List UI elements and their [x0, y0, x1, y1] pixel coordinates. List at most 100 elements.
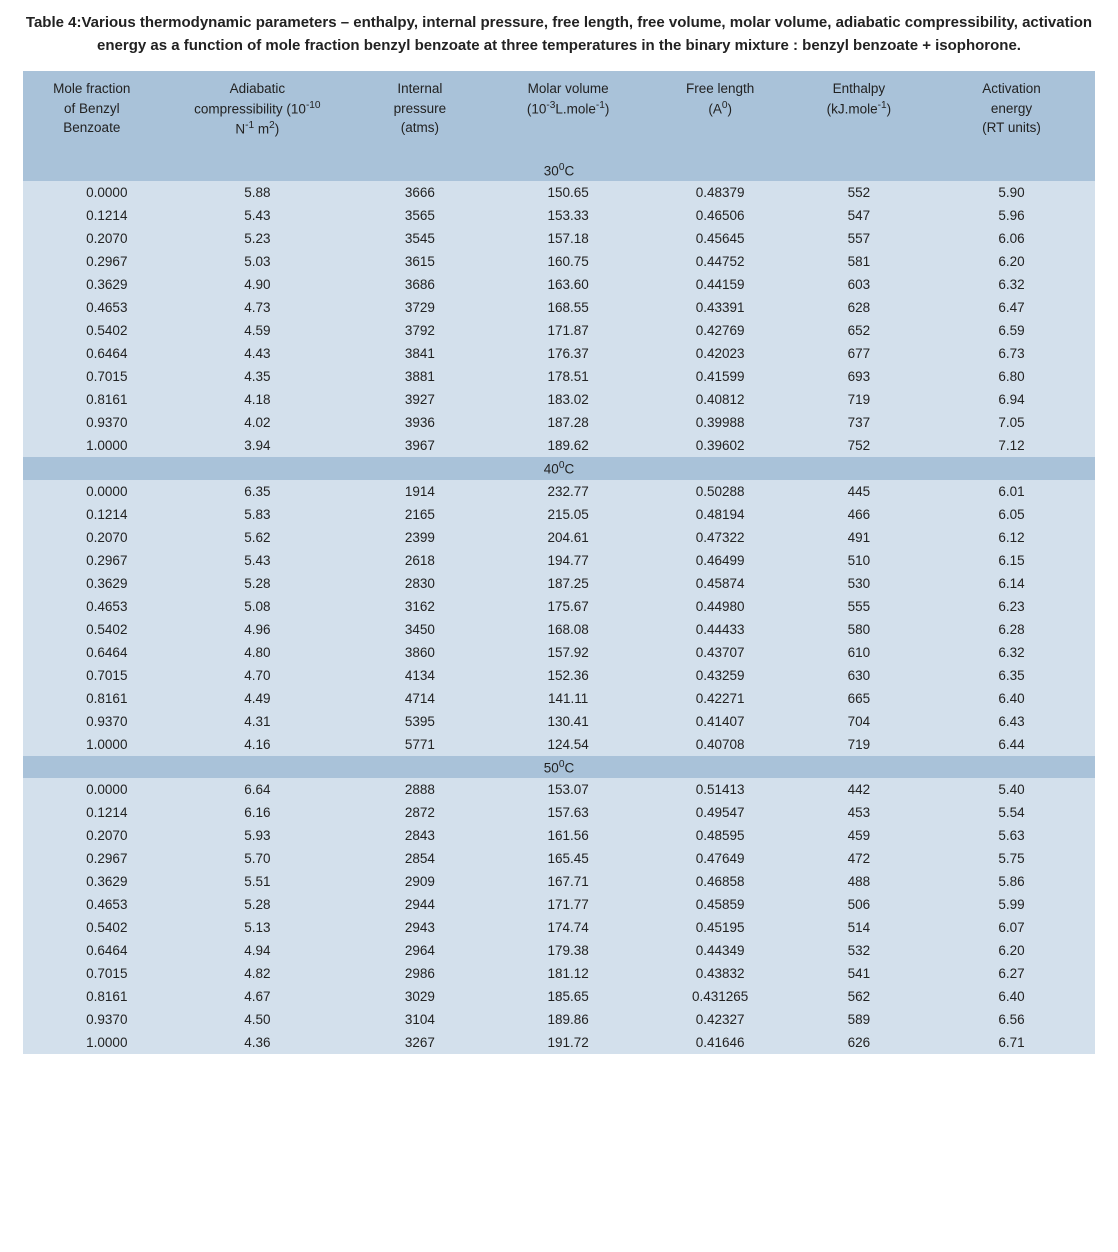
table-row: 0.54024.963450168.080.444335806.28: [23, 618, 1095, 641]
cell-act: 5.96: [928, 204, 1095, 227]
cell-press: 3565: [354, 204, 486, 227]
cell-molar: 153.07: [486, 778, 651, 801]
cell-adia: 5.51: [161, 870, 354, 893]
table-row: 0.20705.233545157.180.456455576.06: [23, 227, 1095, 250]
cell-len: 0.41646: [651, 1031, 790, 1054]
table-row: 0.29675.702854165.450.476494725.75: [23, 847, 1095, 870]
table-row: 0.81614.494714141.110.422716656.40: [23, 687, 1095, 710]
table-row: 0.54024.593792171.870.427696526.59: [23, 319, 1095, 342]
section-header: 400C: [23, 457, 1095, 480]
cell-press: 3841: [354, 342, 486, 365]
col-header-len: Free length(A0): [651, 71, 790, 159]
cell-molar: 185.65: [486, 985, 651, 1008]
cell-enth: 530: [790, 572, 928, 595]
cell-act: 5.75: [928, 847, 1095, 870]
cell-adia: 5.83: [161, 503, 354, 526]
cell-molar: 167.71: [486, 870, 651, 893]
cell-adia: 4.49: [161, 687, 354, 710]
cell-act: 6.43: [928, 710, 1095, 733]
cell-adia: 4.43: [161, 342, 354, 365]
cell-len: 0.45195: [651, 916, 790, 939]
table-row: 0.20705.932843161.560.485954595.63: [23, 824, 1095, 847]
cell-press: 3967: [354, 434, 486, 457]
cell-enth: 445: [790, 480, 928, 503]
cell-press: 2843: [354, 824, 486, 847]
cell-mole: 0.8161: [23, 687, 161, 710]
section-header: 300C: [23, 159, 1095, 182]
cell-mole: 0.5402: [23, 618, 161, 641]
cell-len: 0.51413: [651, 778, 790, 801]
cell-adia: 4.82: [161, 962, 354, 985]
cell-act: 6.05: [928, 503, 1095, 526]
cell-len: 0.42327: [651, 1008, 790, 1031]
cell-act: 6.44: [928, 733, 1095, 756]
cell-press: 5395: [354, 710, 486, 733]
cell-molar: 157.18: [486, 227, 651, 250]
cell-mole: 0.6464: [23, 939, 161, 962]
cell-molar: 165.45: [486, 847, 651, 870]
table-header: Mole fractionof BenzylBenzoateAdiabaticc…: [23, 71, 1095, 159]
table-row: 0.70154.704134152.360.432596306.35: [23, 664, 1095, 687]
cell-mole: 0.3629: [23, 572, 161, 595]
table-row: 0.64644.942964179.380.443495326.20: [23, 939, 1095, 962]
cell-enth: 466: [790, 503, 928, 526]
cell-len: 0.45859: [651, 893, 790, 916]
cell-act: 6.32: [928, 641, 1095, 664]
cell-len: 0.43259: [651, 664, 790, 687]
cell-act: 6.20: [928, 250, 1095, 273]
table-row: 0.93704.315395130.410.414077046.43: [23, 710, 1095, 733]
table-row: 0.12145.433565153.330.465065475.96: [23, 204, 1095, 227]
cell-press: 3936: [354, 411, 486, 434]
cell-adia: 5.23: [161, 227, 354, 250]
col-header-adia: Adiabaticcompressibility (10-10N-1 m2): [161, 71, 354, 159]
section-header: 500C: [23, 756, 1095, 779]
cell-press: 1914: [354, 480, 486, 503]
cell-molar: 168.55: [486, 296, 651, 319]
cell-adia: 4.67: [161, 985, 354, 1008]
cell-adia: 5.08: [161, 595, 354, 618]
table-row: 0.00005.883666150.650.483795525.90: [23, 181, 1095, 204]
cell-enth: 459: [790, 824, 928, 847]
cell-len: 0.47649: [651, 847, 790, 870]
cell-mole: 0.7015: [23, 664, 161, 687]
cell-press: 3686: [354, 273, 486, 296]
cell-adia: 4.50: [161, 1008, 354, 1031]
cell-act: 6.32: [928, 273, 1095, 296]
cell-act: 6.35: [928, 664, 1095, 687]
cell-act: 5.99: [928, 893, 1095, 916]
cell-molar: 153.33: [486, 204, 651, 227]
cell-len: 0.43707: [651, 641, 790, 664]
cell-molar: 189.62: [486, 434, 651, 457]
cell-enth: 555: [790, 595, 928, 618]
cell-press: 2854: [354, 847, 486, 870]
thermo-table: Mole fractionof BenzylBenzoateAdiabaticc…: [23, 71, 1095, 1054]
cell-act: 6.40: [928, 985, 1095, 1008]
cell-act: 6.28: [928, 618, 1095, 641]
cell-len: 0.45874: [651, 572, 790, 595]
cell-mole: 0.4653: [23, 296, 161, 319]
cell-adia: 4.59: [161, 319, 354, 342]
col-header-act: Activationenergy(RT units): [928, 71, 1095, 159]
cell-enth: 626: [790, 1031, 928, 1054]
cell-act: 5.90: [928, 181, 1095, 204]
cell-mole: 0.7015: [23, 962, 161, 985]
table-row: 0.36295.282830187.250.458745306.14: [23, 572, 1095, 595]
cell-mole: 1.0000: [23, 733, 161, 756]
cell-len: 0.42271: [651, 687, 790, 710]
cell-enth: 665: [790, 687, 928, 710]
cell-enth: 677: [790, 342, 928, 365]
cell-mole: 0.9370: [23, 710, 161, 733]
cell-press: 3615: [354, 250, 486, 273]
cell-molar: 124.54: [486, 733, 651, 756]
table-row: 0.70154.822986181.120.438325416.27: [23, 962, 1095, 985]
cell-len: 0.44349: [651, 939, 790, 962]
cell-len: 0.46506: [651, 204, 790, 227]
cell-press: 3881: [354, 365, 486, 388]
table-row: 0.81614.673029185.650.4312655626.40: [23, 985, 1095, 1008]
cell-len: 0.40708: [651, 733, 790, 756]
cell-mole: 0.2967: [23, 250, 161, 273]
cell-mole: 0.9370: [23, 1008, 161, 1031]
cell-act: 7.05: [928, 411, 1095, 434]
cell-molar: 187.28: [486, 411, 651, 434]
cell-molar: 171.77: [486, 893, 651, 916]
